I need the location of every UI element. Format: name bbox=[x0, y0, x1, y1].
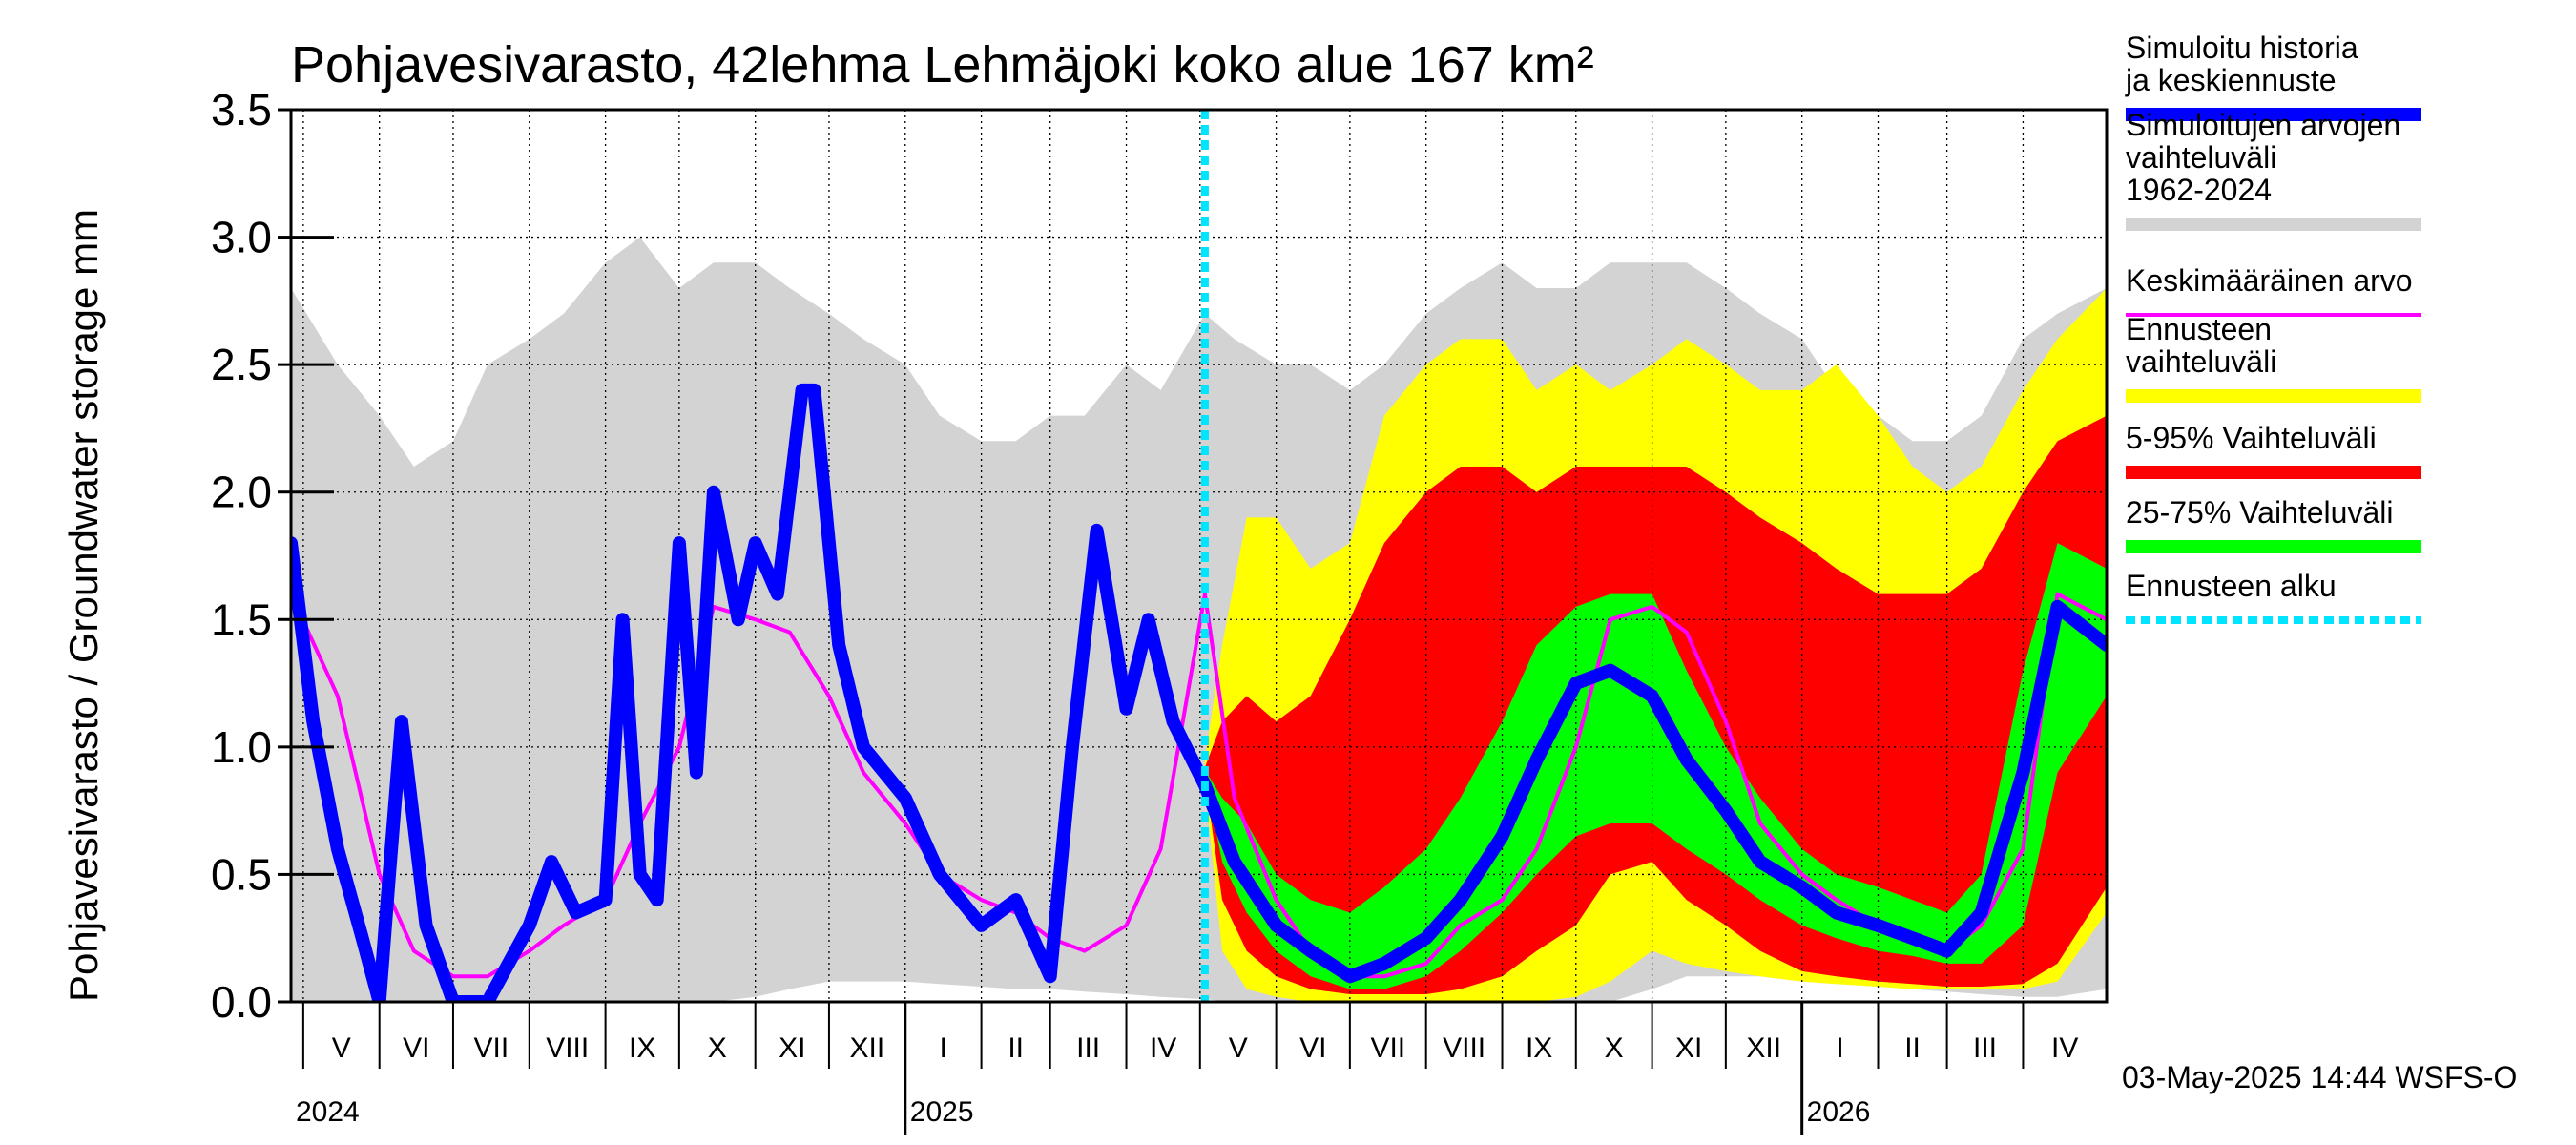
plot-area bbox=[291, 110, 2107, 1002]
y-tick-label-3: 1.5 bbox=[211, 594, 272, 644]
month-label-1: VI bbox=[403, 1032, 429, 1064]
month-label-20: I bbox=[1836, 1032, 1843, 1064]
month-label-12: V bbox=[1229, 1032, 1248, 1064]
month-label-23: IV bbox=[2051, 1032, 2078, 1064]
month-label-0: V bbox=[332, 1032, 351, 1064]
month-label-11: IV bbox=[1150, 1032, 1176, 1064]
legend-label-0-0: Simuloitu historia bbox=[2126, 31, 2358, 65]
month-label-6: XI bbox=[779, 1032, 805, 1064]
simulated-median-line bbox=[291, 383, 2107, 1002]
month-label-5: X bbox=[708, 1032, 727, 1064]
series-layer bbox=[291, 110, 2107, 1002]
legend-label-3-1: vaihteluväli bbox=[2126, 344, 2276, 379]
chart-title: Pohjavesivarasto, 42lehma Lehmäjoki koko… bbox=[291, 36, 1594, 94]
month-label-18: XI bbox=[1675, 1032, 1702, 1064]
legend-entry-1: Simuloitujen arvojenvaihteluväli1962-202… bbox=[2126, 108, 2421, 231]
month-label-17: X bbox=[1605, 1032, 1624, 1064]
legend-label-2-0: Keskimääräinen arvo bbox=[2126, 263, 2413, 298]
footer-timestamp: 03-May-2025 14:44 WSFS-O bbox=[2122, 1060, 2517, 1094]
legend-label-5-0: 25-75% Vaihteluväli bbox=[2126, 495, 2393, 530]
y-tick-label-5: 2.5 bbox=[211, 340, 272, 389]
month-label-9: II bbox=[1008, 1032, 1024, 1064]
month-label-10: III bbox=[1076, 1032, 1100, 1064]
month-label-13: VI bbox=[1299, 1032, 1326, 1064]
month-label-19: XII bbox=[1746, 1032, 1781, 1064]
plot-frame bbox=[289, 108, 2109, 1004]
legend-entry-5: 25-75% Vaihteluväli bbox=[2126, 495, 2421, 553]
y-tick-label-0: 0.0 bbox=[211, 977, 272, 1027]
month-label-8: I bbox=[940, 1032, 947, 1064]
y-tick-label-6: 3.0 bbox=[211, 213, 272, 262]
month-label-2: VII bbox=[474, 1032, 509, 1064]
legend-label-3-0: Ennusteen bbox=[2126, 312, 2272, 346]
year-label-0: 2024 bbox=[296, 1096, 360, 1128]
legend-label-1-1: vaihteluväli bbox=[2126, 140, 2276, 175]
year-label-1: 2025 bbox=[910, 1096, 974, 1128]
month-label-15: VIII bbox=[1443, 1032, 1485, 1064]
year-label-2: 2026 bbox=[1807, 1096, 1871, 1128]
legend-label-1-2: 1962-2024 bbox=[2126, 173, 2272, 207]
legend-label-1-0: Simuloitujen arvojen bbox=[2126, 108, 2400, 142]
month-label-14: VII bbox=[1370, 1032, 1405, 1064]
legend-label-6-0: Ennusteen alku bbox=[2126, 569, 2337, 603]
y-tick-label-4: 2.0 bbox=[211, 468, 272, 517]
legend-label-4-0: 5-95% Vaihteluväli bbox=[2126, 421, 2377, 455]
y-axis-label: Pohjavesivarasto / Groundwater storage m… bbox=[61, 209, 106, 1002]
axes: 0.00.51.01.52.02.53.03.5V VI VII VIII IX X XI X… bbox=[211, 85, 2109, 1135]
y-tick-label-2: 1.0 bbox=[211, 722, 272, 772]
legend-entry-6: Ennusteen alku bbox=[2126, 569, 2421, 624]
month-label-16: IX bbox=[1526, 1032, 1552, 1064]
month-label-3: VIII bbox=[546, 1032, 589, 1064]
month-label-21: II bbox=[1904, 1032, 1921, 1064]
band-25-75-vaihteluv-li bbox=[1204, 543, 2107, 989]
month-label-4: IX bbox=[629, 1032, 655, 1064]
legend-label-0-1: ja keskiennuste bbox=[2125, 63, 2337, 97]
y-tick-label-7: 3.5 bbox=[211, 85, 272, 135]
month-label-7: XII bbox=[850, 1032, 885, 1064]
month-label-22: III bbox=[1973, 1032, 1997, 1064]
y-tick-label-1: 0.5 bbox=[211, 849, 272, 899]
legend-entry-2: Keskimääräinen arvo bbox=[2126, 263, 2421, 317]
legend-entry-4: 5-95% Vaihteluväli bbox=[2126, 421, 2421, 479]
